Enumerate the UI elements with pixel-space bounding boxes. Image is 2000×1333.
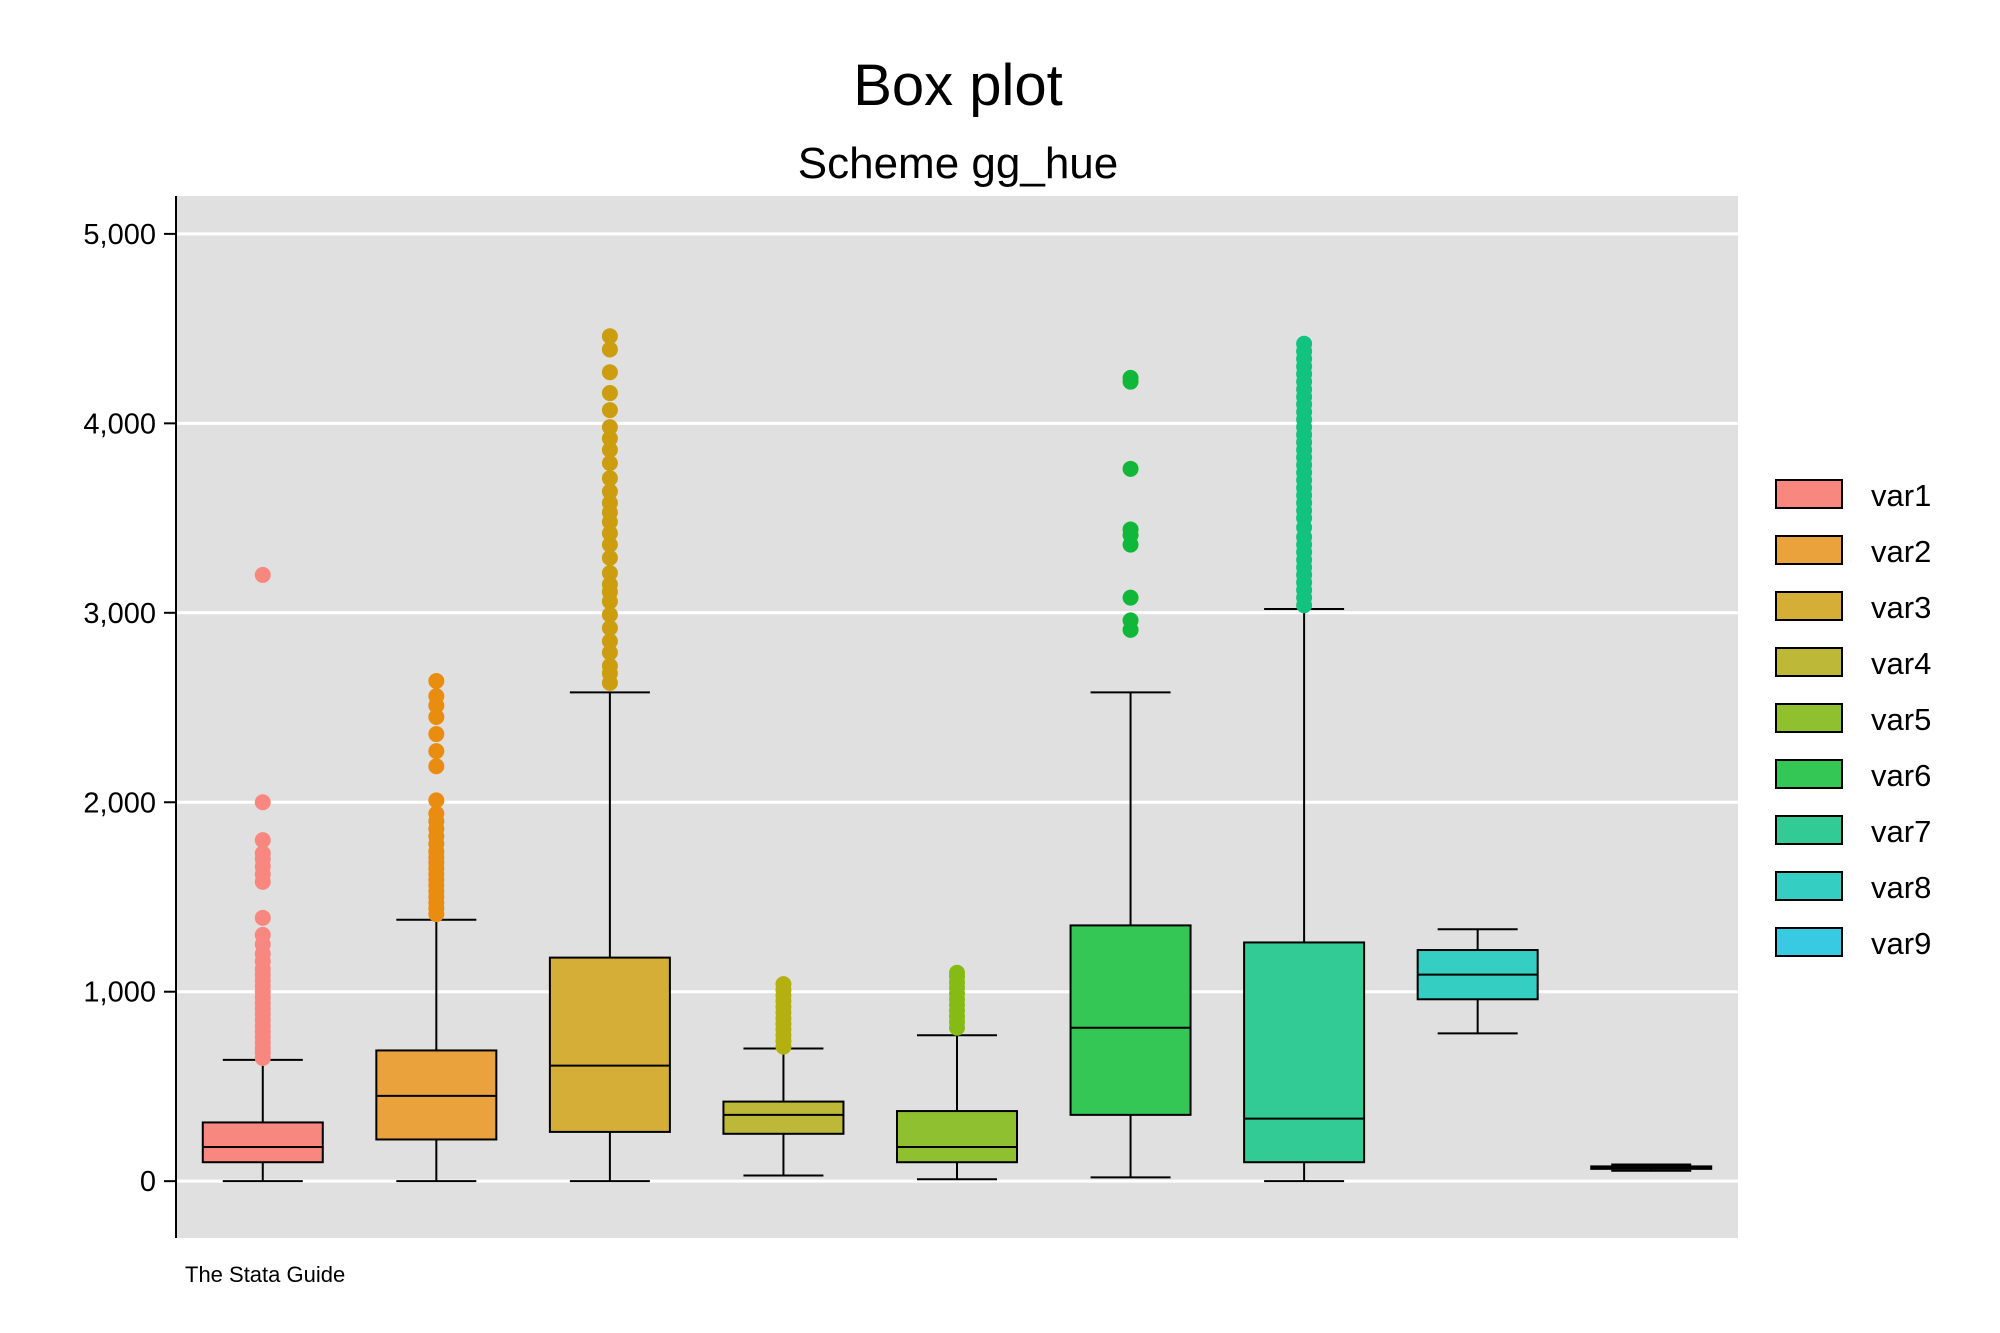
legend-item-var6: var6: [1775, 758, 1931, 793]
y-tick-label: 1,000: [83, 977, 156, 1009]
outlier-point: [601, 430, 618, 447]
iqr-box: [201, 1121, 324, 1164]
outlier-point: [428, 805, 445, 822]
box-var1: [201, 566, 324, 1183]
outlier-point: [601, 565, 618, 582]
outlier-point: [601, 483, 618, 500]
outlier-point: [601, 455, 618, 472]
legend-swatch: [1775, 927, 1843, 957]
outlier-point: [254, 566, 271, 583]
outlier-point: [428, 688, 445, 705]
outlier-point: [601, 525, 618, 542]
chart-note: The Stata Guide: [185, 1262, 345, 1287]
outlier-point: [601, 470, 618, 487]
outlier-point: [428, 743, 445, 760]
iqr-box: [548, 956, 671, 1133]
outlier-point: [601, 419, 618, 436]
legend-item-var5: var5: [1775, 702, 1931, 737]
outlier-point: [601, 364, 618, 381]
legend-label: var2: [1871, 534, 1931, 569]
outlier-point: [601, 606, 618, 623]
outlier-point: [254, 794, 271, 811]
legend-label: var7: [1871, 814, 1931, 849]
outlier-point: [601, 494, 618, 511]
chart-title: Box plot: [853, 53, 1063, 118]
outlier-point: [601, 341, 618, 358]
box-var6: [1069, 369, 1192, 1179]
outlier-point: [949, 964, 965, 981]
y-axis-ticks: 0 1,000 2,000 3,000 4,000 5,000: [83, 219, 176, 1198]
outlier-point: [1122, 589, 1139, 606]
outlier-point: [254, 926, 271, 943]
legend-label: var5: [1871, 702, 1931, 737]
outlier-point: [428, 758, 445, 775]
outlier-point: [601, 619, 618, 636]
legend-swatch: [1775, 535, 1843, 565]
outlier-point: [601, 549, 618, 566]
legend-label: var4: [1871, 646, 1931, 681]
legend-item-var8: var8: [1775, 870, 1931, 905]
legend-swatch: [1775, 479, 1843, 509]
iqr-box: [1243, 941, 1366, 1164]
outlier-point: [601, 644, 618, 661]
outlier-point: [1122, 369, 1139, 386]
legend-item-var4: var4: [1775, 646, 1931, 681]
outlier-point: [601, 576, 618, 593]
iqr-box: [722, 1100, 845, 1135]
legend-item-var7: var7: [1775, 814, 1931, 849]
boxes: [201, 328, 1713, 1183]
outlier-point: [254, 909, 271, 926]
legend-label: var8: [1871, 870, 1931, 905]
iqr-box: [1069, 924, 1192, 1116]
outlier-point: [428, 673, 445, 690]
legend: var1 var2 var3 var4 var5 var6 var7 var8 var9: [1775, 478, 1931, 961]
y-tick-label: 3,000: [83, 598, 156, 630]
outlier-point: [601, 657, 618, 674]
outlier-point: [428, 792, 445, 809]
chart-subtitle: Scheme gg_hue: [798, 139, 1118, 188]
legend-swatch: [1775, 759, 1843, 789]
outlier-point: [601, 441, 618, 458]
box-var8: [1416, 928, 1539, 1035]
legend-swatch: [1775, 647, 1843, 677]
box-var5: [896, 964, 1018, 1181]
legend-label: var9: [1871, 926, 1931, 961]
outlier-point: [775, 976, 792, 993]
y-tick-label: 5,000: [83, 219, 156, 251]
box-var9: [1590, 1163, 1713, 1172]
outlier-point: [428, 726, 445, 743]
legend-swatch: [1775, 815, 1843, 845]
box-var3: [548, 328, 671, 1183]
legend-item-var3: var3: [1775, 590, 1931, 625]
outlier-point: [601, 385, 618, 402]
legend-swatch: [1775, 703, 1843, 733]
outlier-point: [601, 328, 618, 345]
outlier-point: [254, 845, 271, 862]
iqr-box: [896, 1110, 1018, 1164]
legend-label: var3: [1871, 590, 1931, 625]
outlier-point: [1122, 521, 1139, 538]
outlier-point: [1296, 335, 1313, 352]
y-tick-label: 4,000: [83, 408, 156, 440]
legend-item-var2: var2: [1775, 534, 1931, 569]
legend-label: var1: [1871, 478, 1931, 513]
outlier-point: [601, 633, 618, 650]
y-tick-label: 0: [140, 1166, 156, 1198]
outlier-point: [601, 536, 618, 553]
outlier-point: [428, 709, 445, 725]
outlier-point: [1122, 460, 1139, 477]
outlier-point: [254, 832, 271, 849]
box-var4: [722, 976, 845, 1177]
box-var2: [375, 673, 498, 1183]
legend-item-var9: var9: [1775, 926, 1931, 961]
box-var7: [1243, 335, 1366, 1183]
legend-swatch: [1775, 871, 1843, 901]
outlier-point: [601, 402, 618, 419]
outlier-point: [1122, 612, 1139, 629]
legend-item-var1: var1: [1775, 478, 1931, 513]
legend-label: var6: [1871, 758, 1931, 793]
y-tick-label: 2,000: [83, 787, 156, 819]
legend-swatch: [1775, 591, 1843, 621]
